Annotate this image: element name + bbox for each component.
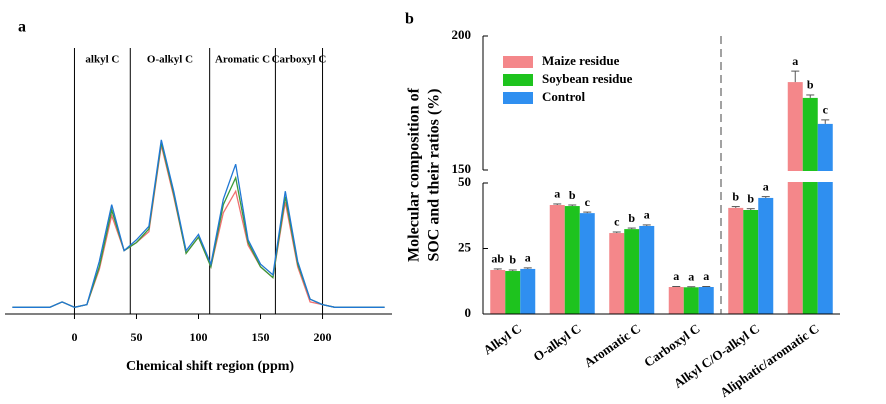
bar <box>609 233 625 314</box>
axis-break <box>477 171 840 182</box>
bar <box>728 207 744 314</box>
y-axis-label: Molecular composition of <box>406 87 423 262</box>
significance-letter: c <box>585 195 591 209</box>
bar <box>758 197 774 314</box>
region-label: Carboxyl C <box>272 54 327 66</box>
y-tick-label: 50 <box>458 174 471 189</box>
x-tick-label: 200 <box>314 330 332 344</box>
region-label: Aromatic C <box>215 54 270 66</box>
x-tick-label: Aliphatic/aromatic C <box>717 321 822 400</box>
bar <box>564 206 580 314</box>
bar <box>698 287 714 314</box>
x-tick-label: 0 <box>71 330 77 344</box>
significance-letter: b <box>628 211 635 225</box>
significance-letter: a <box>703 269 709 283</box>
y-tick-label: 150 <box>452 161 472 176</box>
x-tick-label: 150 <box>252 330 270 344</box>
bar <box>787 82 803 314</box>
bar <box>668 287 684 314</box>
legend-swatch <box>503 56 533 68</box>
significance-letter: c <box>823 103 829 117</box>
bar <box>579 213 595 314</box>
significance-letter: a <box>792 54 798 68</box>
y-axis-label: SOC and their ratios (%) <box>426 88 443 261</box>
x-tick-label: 50 <box>130 330 142 344</box>
region-label: O-alkyl C <box>147 54 193 66</box>
bar <box>817 123 833 315</box>
y-tick-label: 25 <box>458 239 472 254</box>
spectrum-line <box>12 142 385 308</box>
significance-letter: b <box>807 78 814 92</box>
y-tick-label: 0 <box>465 305 472 320</box>
significance-letter: a <box>525 251 531 265</box>
x-tick-label: Aromatic C <box>581 321 643 371</box>
bar <box>683 287 699 314</box>
bar <box>802 97 818 315</box>
panel-label: b <box>405 11 414 28</box>
spectrum-line <box>12 139 385 308</box>
legend-label: Maize residue <box>542 53 620 68</box>
significance-letter: b <box>732 189 739 203</box>
bar <box>520 268 536 314</box>
bar <box>549 205 565 314</box>
bar <box>743 209 759 314</box>
significance-letter: a <box>763 179 769 193</box>
significance-letter: b <box>569 188 576 202</box>
legend-label: Control <box>542 89 585 104</box>
region-label: alkyl C <box>85 54 119 66</box>
x-axis-label: Chemical shift region (ppm) <box>126 359 294 374</box>
legend-swatch <box>503 92 533 104</box>
spectrum-line <box>12 145 385 308</box>
significance-letter: b <box>509 253 516 267</box>
significance-letter: a <box>644 208 650 222</box>
x-tick-label: 100 <box>190 330 208 344</box>
x-tick-label: Alkyl C <box>480 321 524 358</box>
legend-label: Soybean residue <box>542 71 633 86</box>
x-tick-label: O-alkyl C <box>530 321 583 365</box>
significance-letter: a <box>554 187 560 201</box>
bar <box>624 229 640 314</box>
bar <box>490 269 506 314</box>
significance-letter: ab <box>491 252 504 266</box>
bar <box>505 271 521 314</box>
bar <box>639 225 655 314</box>
legend-swatch <box>503 74 533 86</box>
significance-letter: c <box>614 215 620 229</box>
panel-label: a <box>18 19 26 36</box>
y-tick-label: 200 <box>452 27 472 42</box>
significance-letter: a <box>673 269 679 283</box>
significance-letter: b <box>747 191 754 205</box>
significance-letter: a <box>688 270 694 284</box>
